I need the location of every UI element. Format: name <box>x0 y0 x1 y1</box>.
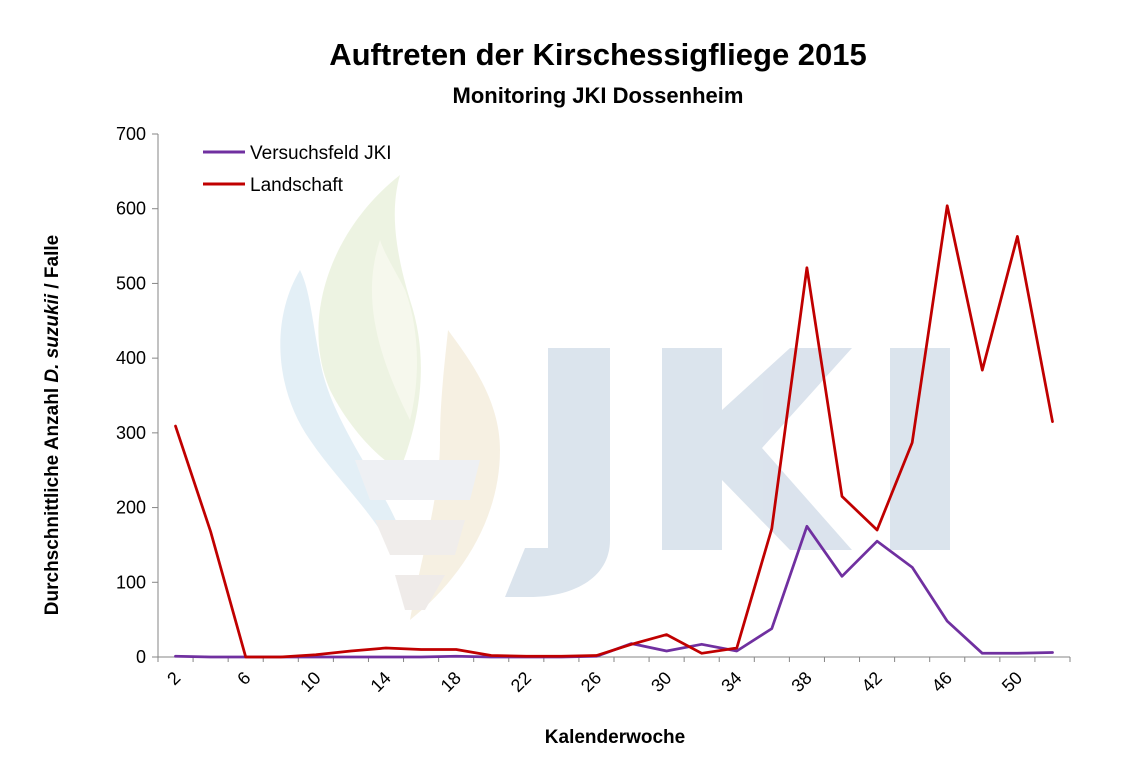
chart-subtitle: Monitoring JKI Dossenheim <box>453 83 744 108</box>
x-tick-label: 6 <box>233 668 254 689</box>
y-tick-label: 400 <box>116 348 146 368</box>
x-axis-ticks: 2 6 10 14 18 22 26 30 34 38 42 46 50 <box>157 657 1071 696</box>
x-tick-label: 50 <box>998 668 1026 696</box>
y-tick-label: 700 <box>116 124 146 144</box>
legend-label-versuchsfeld: Versuchsfeld JKI <box>250 143 392 164</box>
x-tick-label: 10 <box>296 668 324 696</box>
x-tick-label: 2 <box>163 668 184 689</box>
x-tick-label: 14 <box>367 668 395 696</box>
x-tick-label: 42 <box>858 668 886 696</box>
y-tick-label: 200 <box>116 498 146 518</box>
y-tick-label: 0 <box>136 647 146 667</box>
y-tick-label: 100 <box>116 572 146 592</box>
legend-label-landschaft: Landschaft <box>250 175 344 196</box>
y-tick-label: 500 <box>116 273 146 293</box>
x-axis-label: Kalenderwoche <box>545 727 685 748</box>
y-axis-label-species: D. suzukii <box>42 293 63 382</box>
series-line-landschaft <box>174 204 1054 659</box>
x-tick-label: 30 <box>647 668 675 696</box>
series-group <box>174 204 1054 659</box>
y-axis-ticks: 0 100 200 300 400 500 600 700 <box>116 124 158 667</box>
y-tick-label: 600 <box>116 199 146 219</box>
x-tick-label: 26 <box>577 668 605 696</box>
y-axis-label-part-1: Durchschnittliche Anzahl <box>42 383 63 616</box>
x-tick-label: 34 <box>717 668 745 696</box>
legend: Versuchsfeld JKI Landschaft <box>203 143 392 196</box>
y-tick-label: 300 <box>116 423 146 443</box>
x-tick-label: 46 <box>928 668 956 696</box>
x-tick-label: 38 <box>787 668 815 696</box>
x-tick-label: 18 <box>437 668 465 696</box>
y-axis-label-part-3: / Falle <box>42 235 63 294</box>
y-axis-label: Durchschnittliche Anzahl D. suzukii / Fa… <box>42 235 63 615</box>
jki-watermark-logo <box>280 175 950 620</box>
x-tick-label: 22 <box>507 668 535 696</box>
chart-title: Auftreten der Kirschessigfliege 2015 <box>329 37 867 72</box>
